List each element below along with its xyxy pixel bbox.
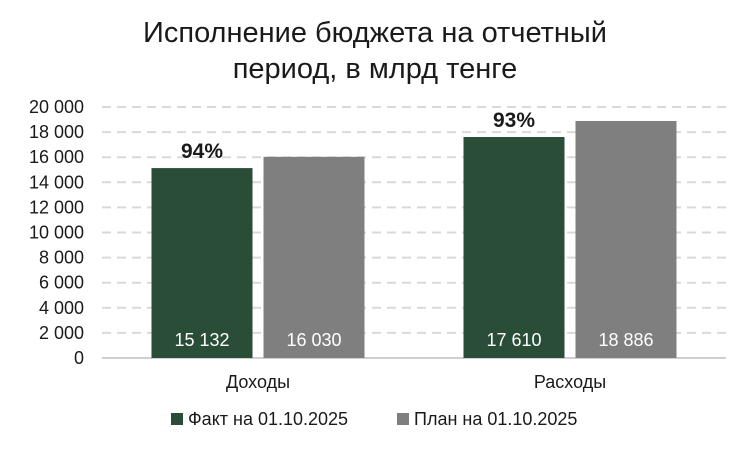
- bar-1-1: [575, 120, 677, 358]
- legend: Факт на 01.10.2025 План на 01.10.2025: [171, 409, 577, 429]
- legend-swatch: [397, 413, 409, 425]
- data-label: 18 886: [598, 330, 653, 350]
- y-axis-ticks: 0 2 000 4 000 6 000 8 000 10 000 12 000 14 000 1…: [29, 97, 84, 368]
- category-label: Расходы: [534, 372, 606, 392]
- y-tick-label: 20 000: [29, 97, 84, 117]
- category-label: Доходы: [226, 372, 290, 392]
- data-label: 15 132: [174, 330, 229, 350]
- y-tick-label: 18 000: [29, 122, 84, 142]
- chart-title-line-1: Исполнение бюджета на отчетный: [143, 17, 607, 49]
- y-tick-label: 10 000: [29, 223, 84, 243]
- chart-title: Исполнение бюджета на отчетный период, в…: [143, 17, 607, 85]
- y-tick-label: 0: [74, 348, 84, 368]
- legend-label: План на 01.10.2025: [414, 409, 577, 429]
- chart-title-line-2: период, в млрд тенге: [233, 53, 518, 85]
- y-tick-label: 6 000: [39, 273, 84, 293]
- execution-percent: 93%: [493, 109, 535, 132]
- x-axis-categories: Доходы Расходы: [226, 372, 606, 392]
- y-tick-label: 14 000: [29, 172, 84, 192]
- bars: 15 132 94% 16 030 17 610 93% 18 886: [151, 109, 677, 358]
- y-tick-label: 2 000: [39, 323, 84, 343]
- y-tick-label: 8 000: [39, 248, 84, 268]
- legend-label: Факт на 01.10.2025: [188, 409, 348, 429]
- bar-0-1: [263, 156, 365, 358]
- execution-percent: 94%: [181, 140, 223, 163]
- legend-swatch: [171, 413, 183, 425]
- bar-1-0: [463, 136, 565, 358]
- y-tick-label: 12 000: [29, 197, 84, 217]
- data-label: 17 610: [486, 330, 541, 350]
- data-label: 16 030: [286, 330, 341, 350]
- y-tick-label: 4 000: [39, 298, 84, 318]
- y-tick-label: 16 000: [29, 147, 84, 167]
- bar-0-0: [151, 168, 253, 358]
